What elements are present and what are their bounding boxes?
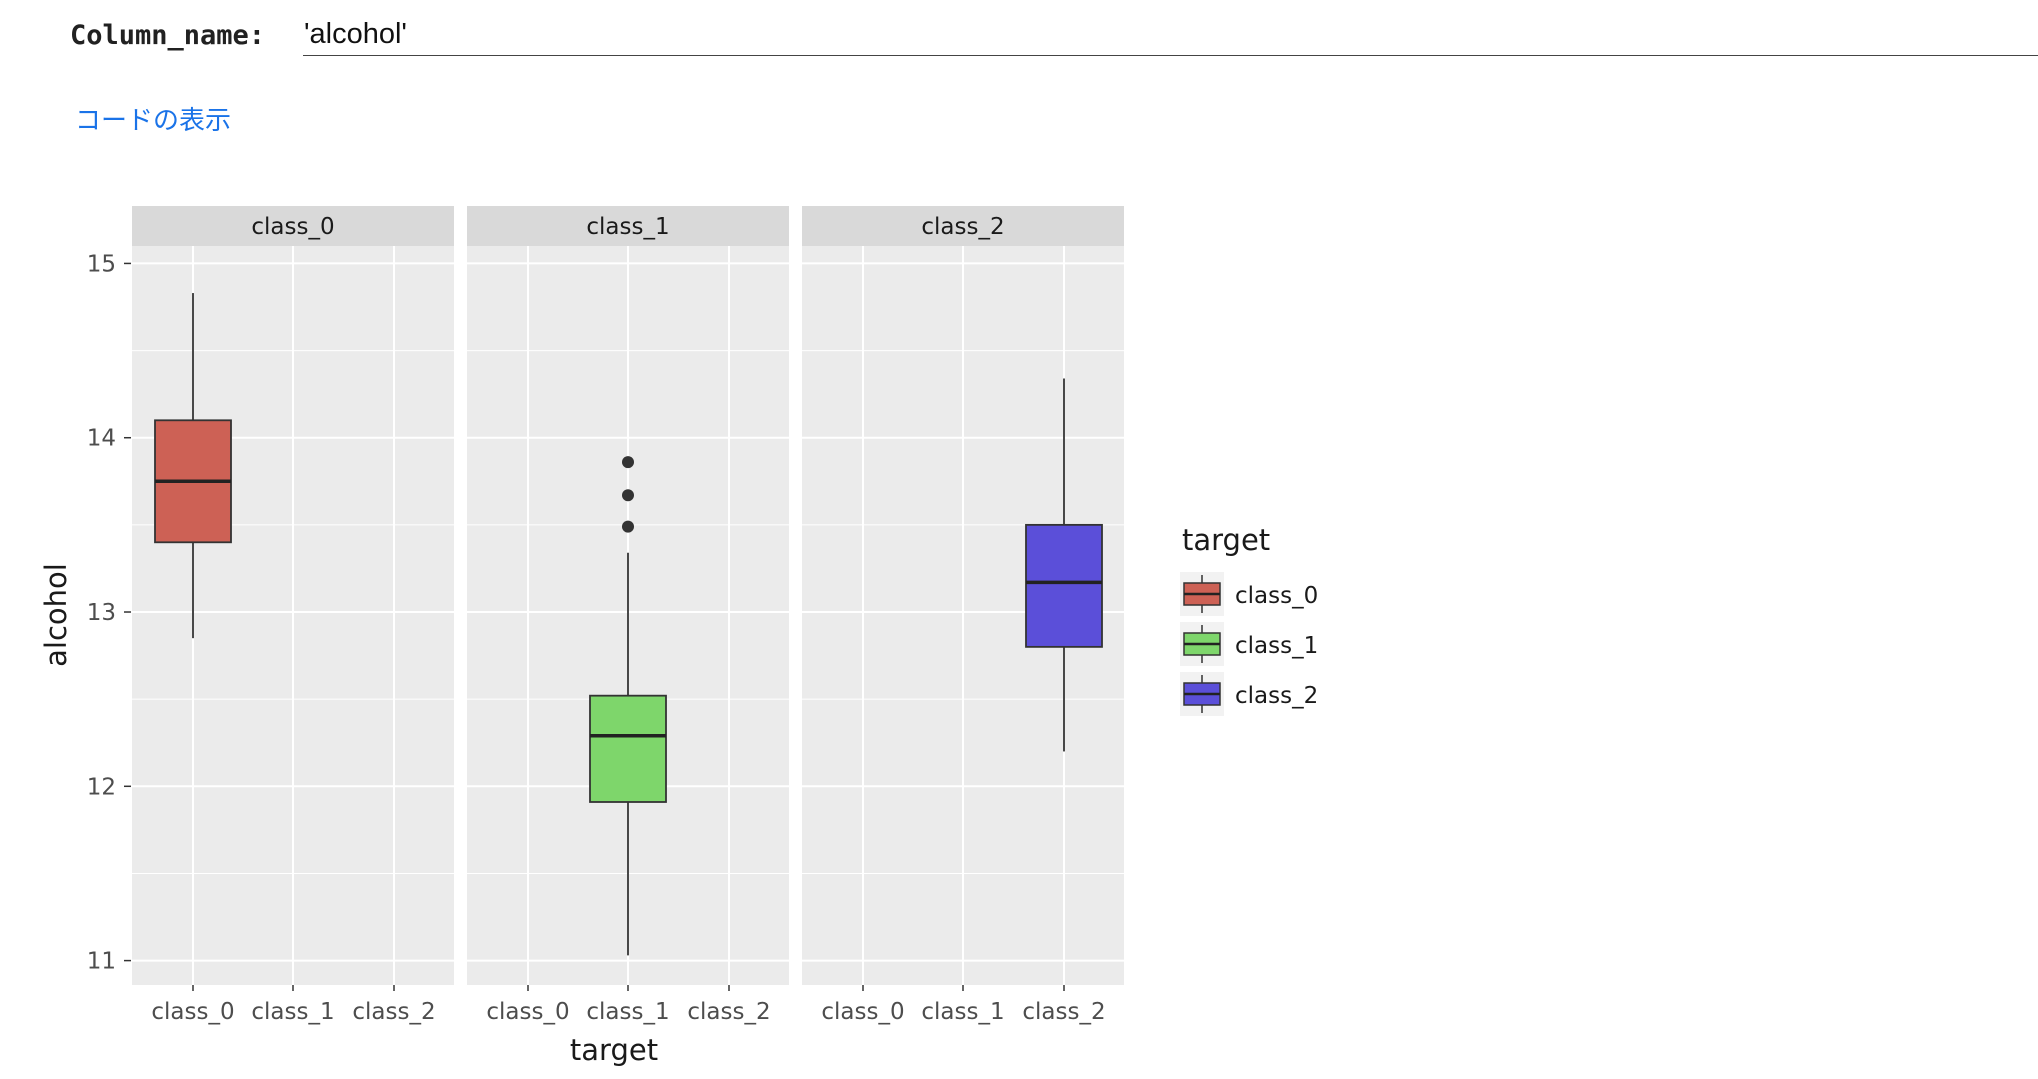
facet-strip bbox=[132, 206, 454, 246]
x-tick-label: class_1 bbox=[921, 999, 1004, 1025]
x-tick-label: class_2 bbox=[1022, 999, 1105, 1025]
legend-label: class_0 bbox=[1235, 583, 1318, 609]
outlier-point bbox=[622, 520, 634, 533]
facet-label: class_0 bbox=[251, 214, 334, 240]
outlier-point bbox=[622, 489, 634, 502]
param-label: Column_name: bbox=[70, 20, 266, 51]
y-tick-label: 13 bbox=[87, 600, 116, 626]
y-tick-label: 12 bbox=[87, 774, 116, 800]
facet-strip bbox=[467, 206, 789, 246]
legend-label: class_2 bbox=[1235, 683, 1318, 709]
legend-title: target bbox=[1182, 523, 1270, 557]
column-name-input[interactable] bbox=[303, 14, 2038, 56]
facet-label: class_2 bbox=[921, 214, 1004, 240]
y-tick-label: 15 bbox=[87, 251, 116, 277]
x-axis-title: target bbox=[570, 1033, 658, 1067]
facet-label: class_1 bbox=[586, 214, 669, 240]
box-class_2 bbox=[1025, 523, 1103, 648]
legend-label: class_1 bbox=[1235, 633, 1318, 659]
facet-strip bbox=[802, 206, 1124, 246]
x-tick-label: class_1 bbox=[586, 999, 669, 1025]
x-tick-label: class_0 bbox=[486, 999, 569, 1025]
x-tick-label: class_2 bbox=[352, 999, 435, 1025]
x-tick-label: class_1 bbox=[251, 999, 334, 1025]
x-tick-label: class_0 bbox=[151, 999, 234, 1025]
parameter-row: Column_name: bbox=[70, 14, 2038, 60]
y-tick-label: 14 bbox=[87, 426, 116, 452]
y-tick-label: 11 bbox=[87, 949, 116, 975]
x-tick-label: class_2 bbox=[687, 999, 770, 1025]
x-tick-label: class_0 bbox=[821, 999, 904, 1025]
show-code-link[interactable]: コードの表示 bbox=[75, 106, 232, 136]
box-class_1 bbox=[589, 694, 667, 803]
outlier-point bbox=[622, 456, 634, 469]
y-axis-title: alcohol bbox=[39, 563, 73, 667]
